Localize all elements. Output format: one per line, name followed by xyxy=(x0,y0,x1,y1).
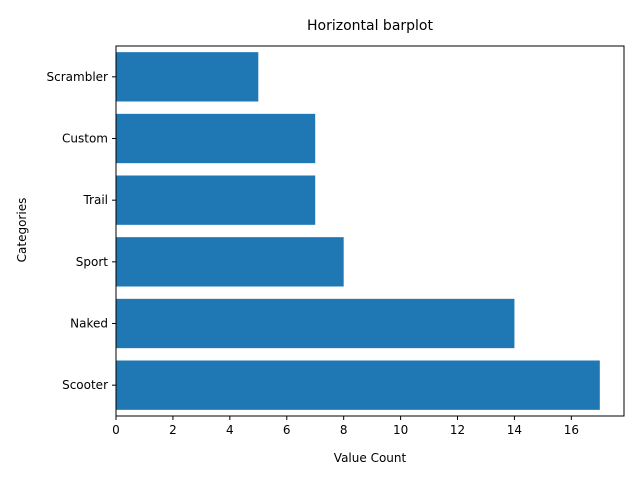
y-tick-label: Scrambler xyxy=(47,70,109,84)
x-tick-label: 0 xyxy=(112,423,120,437)
bar-scooter xyxy=(116,360,600,410)
x-tick-label: 8 xyxy=(340,423,348,437)
y-tick-label: Scooter xyxy=(62,378,108,392)
bar-sport xyxy=(116,237,344,287)
bar-scrambler xyxy=(116,52,259,102)
y-axis-label: Categories xyxy=(15,198,29,263)
y-tick-label: Sport xyxy=(76,255,109,269)
x-tick-label: 12 xyxy=(450,423,465,437)
y-tick-label: Custom xyxy=(62,132,108,146)
x-tick-label: 2 xyxy=(169,423,177,437)
bars-group xyxy=(116,52,600,410)
x-tick-label: 14 xyxy=(507,423,522,437)
x-axis-label: Value Count xyxy=(334,451,407,465)
bar-naked xyxy=(116,298,515,349)
bar-trail xyxy=(116,175,316,225)
x-tick-label: 6 xyxy=(283,423,291,437)
y-tick-label: Naked xyxy=(70,317,108,331)
x-tick-label: 10 xyxy=(393,423,408,437)
x-tick-label: 16 xyxy=(564,423,579,437)
chart-title: Horizontal barplot xyxy=(307,18,433,34)
axes-frame xyxy=(115,45,625,417)
bar-custom xyxy=(116,113,316,164)
y-tick-label: Trail xyxy=(82,193,108,207)
y-ticks-group: Scooter Naked Sport Trail Custom Scrambler xyxy=(47,70,116,392)
x-ticks-group: 0 2 4 6 8 10 12 14 16 xyxy=(112,416,579,437)
x-tick-label: 4 xyxy=(226,423,234,437)
